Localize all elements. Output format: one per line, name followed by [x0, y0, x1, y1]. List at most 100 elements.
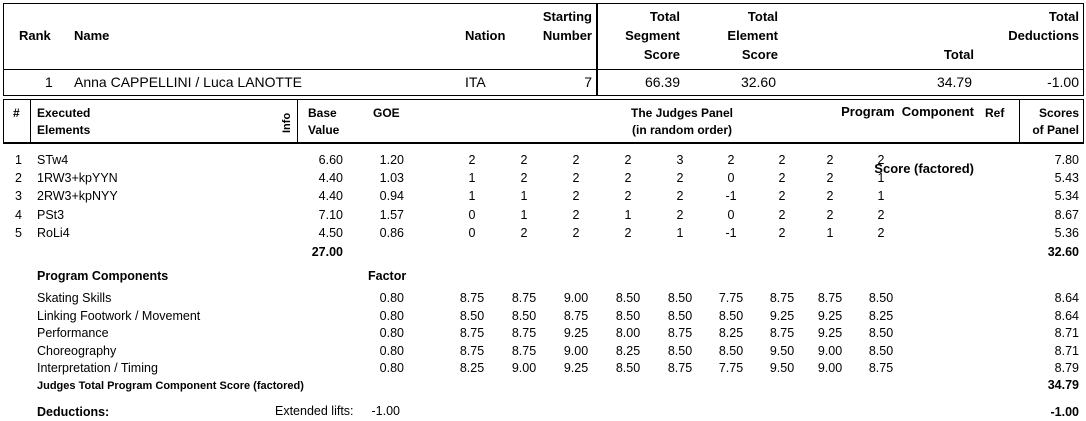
- component-name: Performance: [37, 326, 109, 341]
- judge-score: 2: [572, 153, 580, 167]
- judge-score: 2: [826, 189, 834, 204]
- judge-mark: 8.25: [615, 343, 641, 358]
- summary-pcs: 34.79: [936, 74, 972, 90]
- summary-tss: 66.39: [644, 74, 680, 90]
- summary-top-border: [3, 3, 1083, 4]
- judge-score: 1: [520, 189, 528, 204]
- components-total-label: Judges Total Program Component Score (fa…: [37, 380, 304, 392]
- component-name: Linking Footwork / Movement: [37, 308, 201, 323]
- judge-mark: 9.00: [817, 361, 843, 376]
- judge-mark: 8.75: [511, 326, 537, 341]
- judge-score: 2: [826, 171, 834, 186]
- judge-score: 1: [520, 207, 528, 222]
- summary-starting-number: 7: [584, 74, 592, 90]
- judge-mark: 9.25: [769, 308, 795, 323]
- element-base-value: 6.60: [318, 153, 343, 167]
- element-goe: 1.57: [379, 207, 404, 222]
- element-panel-score: 5.34: [1054, 189, 1079, 204]
- col-base-value: Base Value: [308, 106, 340, 137]
- judge-score: 2: [520, 225, 528, 240]
- element-code: 2RW3+kpNYY: [37, 189, 118, 204]
- judge-score: 2: [624, 225, 632, 240]
- element-goe: 1.03: [379, 171, 404, 186]
- element-num: 1: [15, 153, 22, 167]
- col-goe: GOE: [373, 106, 400, 120]
- judge-score: 1: [826, 225, 834, 240]
- judge-mark: 8.75: [667, 326, 693, 341]
- component-name: Choreography: [37, 343, 117, 358]
- components-total: 34.79: [1047, 378, 1079, 392]
- judge-mark: 8.50: [667, 308, 693, 323]
- element-panel-score: 8.67: [1054, 207, 1079, 222]
- judge-mark: 9.00: [511, 361, 537, 376]
- judge-mark: 8.00: [615, 326, 641, 341]
- element-code: 1RW3+kpYYN: [37, 171, 118, 186]
- element-num: 5: [15, 225, 22, 240]
- judge-score: 2: [468, 153, 476, 167]
- judge-score: 2: [624, 171, 632, 186]
- judge-mark: 9.50: [769, 343, 795, 358]
- judge-score: 2: [572, 171, 580, 186]
- component-name: Interpretation / Timing: [37, 361, 158, 376]
- summary-deductions: -1.00: [1047, 74, 1079, 90]
- judge-mark: 8.75: [769, 326, 795, 341]
- judge-mark: 8.25: [718, 326, 744, 341]
- deductions-label: Deductions:: [37, 405, 110, 419]
- judge-score: 2: [624, 189, 632, 204]
- header-total-element-score: Total Element Score: [727, 9, 778, 62]
- element-panel-score: 5.36: [1054, 225, 1079, 240]
- judge-mark: 9.25: [563, 361, 589, 376]
- col-scores-of-panel: Scores of Panel: [1032, 106, 1079, 137]
- summary-bottom-border: [3, 95, 1083, 96]
- col-judges-panel: The Judges Panel (in random order): [630, 106, 734, 137]
- judge-score: 2: [778, 207, 786, 222]
- judge-score: 2: [877, 207, 885, 222]
- judge-score: 2: [572, 225, 580, 240]
- judge-score: 0: [468, 207, 476, 222]
- judge-mark: 9.25: [817, 326, 843, 341]
- header-total-deductions: Total Deductions: [1008, 9, 1079, 43]
- judge-mark: 8.50: [868, 326, 894, 341]
- header-nation: Nation: [465, 28, 506, 43]
- summary-name: Anna CAPPELLINI / Luca LANOTTE: [74, 74, 302, 90]
- judge-mark: 8.50: [718, 308, 744, 323]
- component-factor: 0.80: [379, 326, 404, 341]
- components-factor-label: Factor: [368, 269, 407, 283]
- judge-mark: 8.75: [868, 361, 894, 376]
- judge-mark: 9.00: [563, 343, 589, 358]
- element-goe: 0.86: [379, 225, 404, 240]
- judge-score: 1: [877, 189, 885, 204]
- judge-mark: 7.75: [718, 291, 744, 305]
- col-ref: Ref: [985, 106, 1005, 120]
- element-base-value: 4.40: [318, 189, 343, 204]
- score-total: 32.60: [1047, 245, 1079, 259]
- judge-mark: 8.50: [868, 343, 894, 358]
- judge-score: 2: [778, 225, 786, 240]
- element-num: 2: [15, 171, 22, 186]
- summary-nation: ITA: [465, 74, 486, 90]
- judge-score: -1: [725, 189, 737, 204]
- summary-tes: 32.60: [740, 74, 776, 90]
- element-panel-score: 5.43: [1054, 171, 1079, 186]
- judge-mark: 9.00: [817, 343, 843, 358]
- judge-mark: 8.75: [769, 291, 795, 305]
- judge-mark: 8.50: [615, 308, 641, 323]
- judge-mark: 8.50: [868, 291, 894, 305]
- judge-mark: 8.75: [667, 361, 693, 376]
- judge-score: 0: [727, 207, 735, 222]
- judge-mark: 9.50: [769, 361, 795, 376]
- judge-mark: 9.25: [817, 308, 843, 323]
- judge-score: 0: [727, 171, 735, 186]
- judge-mark: 8.75: [459, 343, 485, 358]
- elements-header-bottom: [3, 142, 1084, 144]
- judge-score: 2: [520, 171, 528, 186]
- component-score: 8.71: [1054, 343, 1079, 358]
- summary-mid-border: [3, 69, 1083, 70]
- judge-score: 2: [676, 207, 684, 222]
- judge-mark: 9.00: [563, 291, 589, 305]
- header-total-pcs: Total Program Component Score (factored): [841, 47, 974, 176]
- judge-score: 2: [778, 153, 786, 167]
- element-base-value: 4.50: [318, 225, 343, 240]
- judge-mark: 8.75: [459, 326, 485, 341]
- judge-score: 1: [468, 189, 476, 204]
